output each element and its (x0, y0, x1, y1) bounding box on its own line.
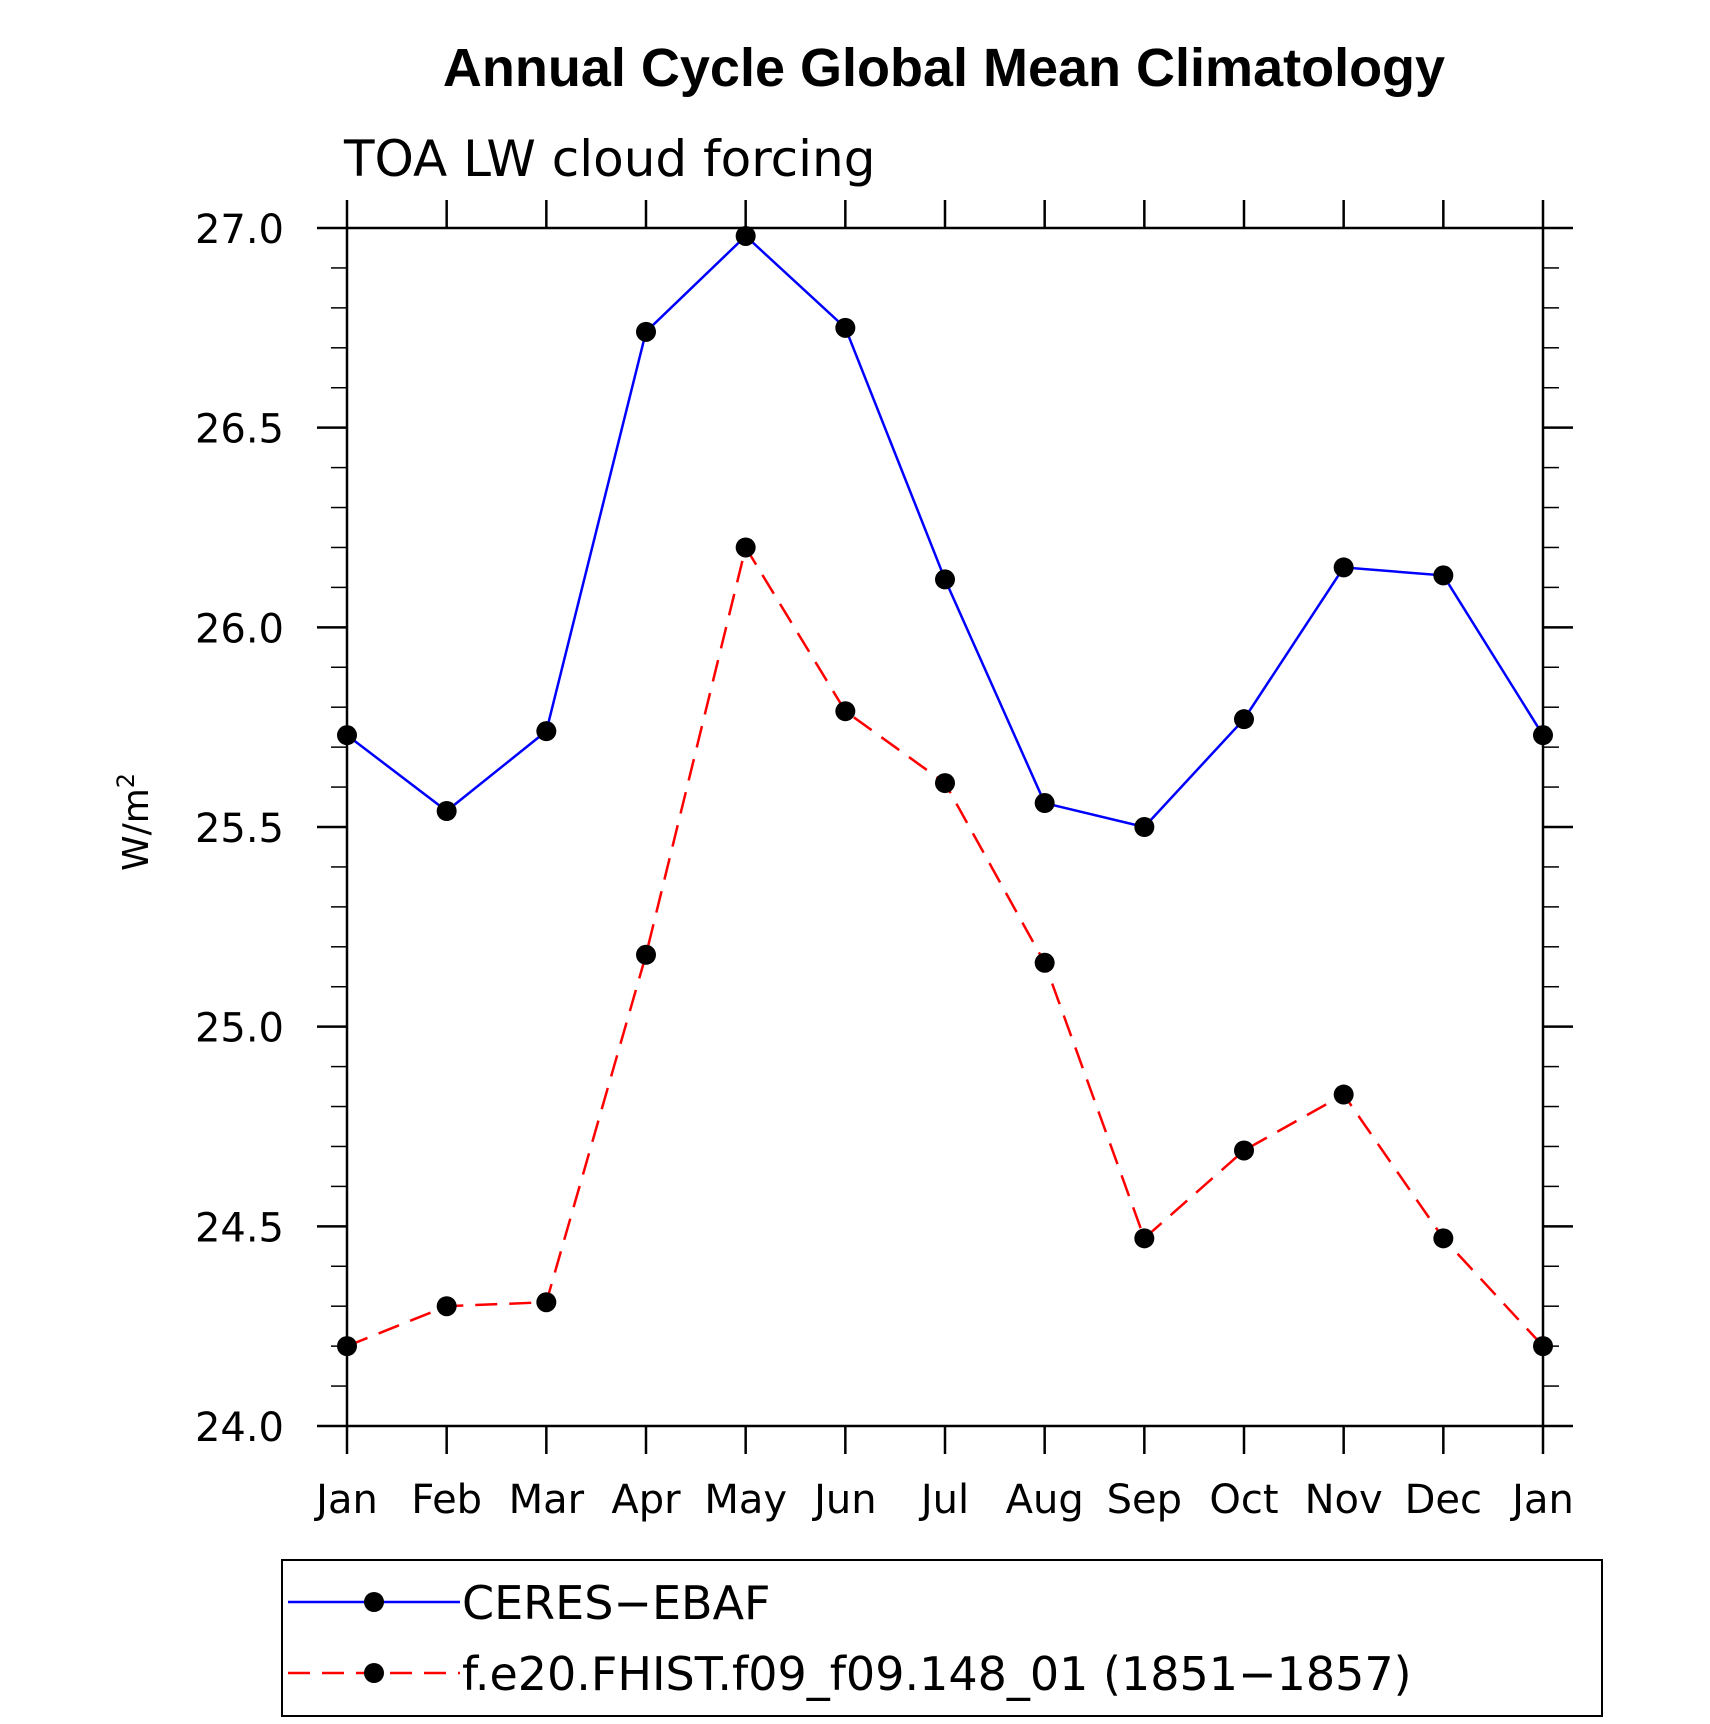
y-tick-label-1: 24.5 (195, 1205, 284, 1251)
legend-marker-model (364, 1663, 384, 1683)
series-0-point-7 (1034, 793, 1055, 814)
legend-label-model: f.e20.FHIST.f09_f09.148_01 (1851−1857) (462, 1647, 1412, 1701)
series-0-point-0 (337, 725, 357, 746)
legend: CERES−EBAF f.e20.FHIST.f09_f09.148_01 (1… (281, 1559, 1603, 1717)
series-0-point-5 (835, 317, 856, 338)
series-0-point-1 (436, 801, 457, 822)
x-tick-label-0: Jan (313, 1477, 378, 1523)
y-tick-label-4: 26.0 (195, 606, 284, 652)
x-tick-label-3: Apr (611, 1477, 681, 1523)
plot-frame (345, 226, 1545, 1428)
x-tick-label-7: Aug (1006, 1477, 1084, 1523)
series-1-point-8 (1134, 1228, 1155, 1249)
x-tick-label-9: Oct (1209, 1477, 1278, 1523)
x-tick-label-11: Dec (1405, 1477, 1482, 1523)
plot-area: Jan Feb Mar Apr May Jun Jul Aug Sep Oct Nov Dec Jan 2… (195, 200, 1574, 1523)
x-tick-label-2: Mar (509, 1477, 585, 1523)
chart-subtitle: TOA LW cloud forcing (343, 130, 875, 188)
legend-frame (281, 1559, 1603, 1717)
y-tick-label-2: 25.0 (195, 1006, 284, 1052)
chart-title: Annual Cycle Global Mean Climatology (443, 38, 1445, 98)
series-0-point-6 (935, 569, 955, 590)
series-line-0 (346, 234, 1545, 829)
series-0-point-9 (1234, 709, 1254, 730)
series-0-point-2 (536, 721, 557, 742)
series-0-point-3 (636, 321, 656, 342)
x-tick-label-1: Feb (411, 1477, 482, 1523)
y-tick-label-3: 25.5 (195, 806, 284, 852)
legend-label-ceres: CERES−EBAF (462, 1576, 771, 1630)
x-tick-label-4: May (704, 1477, 787, 1523)
x-tick-label-8: Sep (1107, 1477, 1182, 1523)
series-1-point-3 (636, 944, 656, 965)
y-axis-label: W/m2 (112, 773, 157, 871)
series-line-1 (346, 544, 1544, 1348)
series-0-point-11 (1433, 565, 1454, 586)
series-1-point-0 (337, 1336, 357, 1357)
series-0-point-8 (1134, 817, 1155, 837)
x-tick-label-12: Jan (1509, 1477, 1574, 1523)
series-1-point-4 (735, 537, 756, 558)
x-tick-label-6: Jul (918, 1477, 969, 1523)
series-0-point-4 (735, 225, 756, 246)
y-tick-label-0: 24.0 (195, 1405, 284, 1451)
series-1-point-9 (1234, 1140, 1254, 1161)
y-tick-label-5: 26.5 (195, 407, 284, 453)
series-0-point-12 (1533, 725, 1553, 746)
series-1-point-1 (436, 1296, 457, 1317)
series-1-point-7 (1034, 952, 1055, 973)
svg-text:W/m2: W/m2 (112, 773, 157, 871)
series-1-point-10 (1333, 1084, 1354, 1105)
y-tick-label-6: 27.0 (195, 207, 284, 253)
x-tick-label-5: Jun (811, 1477, 877, 1523)
y-axis-label-text: W/m (116, 788, 157, 871)
series-0-point-10 (1333, 557, 1354, 578)
series-1-point-6 (935, 773, 955, 794)
legend-marker-ceres (364, 1592, 384, 1612)
series-1-point-11 (1433, 1228, 1454, 1249)
series-1-point-12 (1533, 1336, 1553, 1357)
series-1-point-2 (536, 1292, 557, 1313)
x-tick-label-10: Nov (1305, 1477, 1383, 1523)
y-axis-label-superscript: 2 (112, 773, 140, 788)
series-1-point-5 (835, 701, 856, 722)
